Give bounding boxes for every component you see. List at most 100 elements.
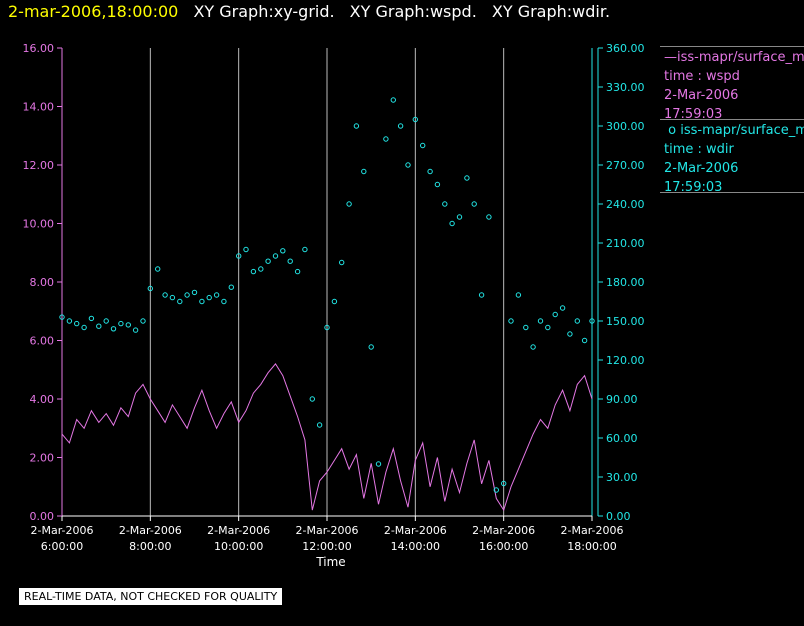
right-tick-label: 330.00 bbox=[606, 81, 645, 94]
wdir-point bbox=[361, 168, 367, 175]
wdir-point bbox=[589, 318, 595, 324]
series-wdir-scatter bbox=[59, 97, 595, 493]
x-tick-date-label: 2-Mar-2006 bbox=[119, 524, 182, 537]
x-axis-label: Time bbox=[315, 555, 345, 569]
legend-wspd-line4: 17:59:03 bbox=[664, 107, 723, 122]
wdir-point bbox=[405, 162, 411, 168]
wdir-point bbox=[155, 266, 161, 272]
wdir-point bbox=[147, 285, 154, 292]
legend-wdir-line4: 17:59:03 bbox=[664, 180, 723, 195]
x-tick-time-label: 6:00:00 bbox=[41, 540, 83, 553]
wdir-point bbox=[199, 298, 205, 305]
wdir-point bbox=[74, 320, 80, 327]
wdir-point bbox=[250, 268, 257, 275]
left-tick-label: 8.00 bbox=[30, 276, 55, 289]
wspd-line bbox=[61, 363, 593, 512]
wdir-point bbox=[236, 253, 242, 259]
legend-wspd-line1: —iss-mapr/surface_m bbox=[664, 50, 804, 65]
wdir-point bbox=[243, 246, 249, 253]
x-tick-time-label: 8:00:00 bbox=[129, 540, 171, 553]
wdir-point bbox=[309, 396, 315, 402]
legend-wspd-line2: time : wspd bbox=[664, 69, 740, 84]
header-graph-xy-grid: XY Graph:xy-grid. bbox=[193, 2, 335, 21]
wdir-point bbox=[412, 116, 418, 123]
legend-wdir-line2: time : wdir bbox=[664, 142, 734, 157]
wdir-point bbox=[287, 258, 293, 264]
wdir-point bbox=[316, 422, 323, 428]
wdir-point bbox=[383, 136, 389, 142]
wdir-point bbox=[177, 298, 183, 305]
wdir-point bbox=[331, 298, 338, 305]
wdir-point bbox=[567, 331, 573, 337]
left-tick-label: 6.00 bbox=[30, 335, 55, 348]
left-tick-label: 12.00 bbox=[23, 159, 55, 172]
legend-entry-wspd[interactable]: —iss-mapr/surface_m time : wspd 2-Mar-20… bbox=[664, 48, 804, 124]
wdir-point bbox=[221, 298, 227, 305]
wdir-point bbox=[228, 284, 235, 290]
right-tick-label: 240.00 bbox=[606, 198, 645, 211]
header-graph-wspd: XY Graph:wspd. bbox=[349, 2, 477, 21]
right-tick-label: 120.00 bbox=[606, 354, 645, 367]
wdir-point bbox=[169, 294, 176, 301]
wdir-point bbox=[110, 326, 117, 332]
wdir-point bbox=[471, 201, 477, 207]
wdir-point bbox=[346, 201, 352, 207]
x-tick-date-label: 2-Mar-2006 bbox=[296, 524, 359, 537]
wdir-point bbox=[103, 318, 109, 324]
wdir-point bbox=[530, 344, 536, 350]
wdir-point bbox=[272, 253, 279, 259]
right-tick-label: 300.00 bbox=[606, 120, 645, 133]
right-tick-label: 0.00 bbox=[606, 510, 631, 523]
right-tick-label: 30.00 bbox=[606, 471, 638, 484]
wdir-point bbox=[375, 461, 382, 467]
header-timestamp: 2-mar-2006,18:00:00 bbox=[8, 2, 179, 21]
wdir-point bbox=[523, 324, 529, 331]
wdir-point bbox=[206, 294, 212, 301]
left-tick-label: 16.00 bbox=[23, 42, 55, 55]
right-tick-label: 90.00 bbox=[606, 393, 638, 406]
wdir-point bbox=[118, 320, 124, 327]
grid-lines bbox=[61, 48, 593, 516]
right-tick-label: 60.00 bbox=[606, 432, 638, 445]
wdir-point bbox=[191, 289, 198, 296]
left-tick-label: 0.00 bbox=[30, 510, 55, 523]
wdir-point bbox=[324, 324, 330, 331]
x-tick-date-label: 2-Mar-2006 bbox=[472, 524, 535, 537]
quality-note: REAL-TIME DATA, NOT CHECKED FOR QUALITY bbox=[19, 588, 283, 605]
header-graph-wdir: XY Graph:wdir. bbox=[491, 2, 611, 21]
wdir-point bbox=[59, 314, 65, 320]
wdir-point bbox=[397, 123, 404, 129]
legend-entry-wdir[interactable]: o iss-mapr/surface_m time : wdir 2-Mar-2… bbox=[664, 121, 804, 197]
wdir-point bbox=[434, 181, 441, 188]
legend-separator bbox=[660, 192, 804, 193]
wdir-point bbox=[302, 246, 308, 253]
legend-wspd-line3: 2-Mar-2006 bbox=[664, 88, 739, 103]
wdir-point bbox=[559, 305, 566, 311]
wdir-point bbox=[486, 214, 492, 220]
wdir-point bbox=[125, 322, 132, 328]
legend-separator bbox=[660, 46, 804, 47]
legend-wdir-line1: o iss-mapr/surface_m bbox=[664, 123, 804, 138]
wdir-point bbox=[537, 318, 544, 324]
wdir-point bbox=[66, 318, 73, 324]
wdir-point bbox=[552, 311, 558, 318]
wdir-point bbox=[88, 315, 95, 322]
x-tick-time-label: 16:00:00 bbox=[479, 540, 528, 553]
wdir-point bbox=[265, 258, 271, 264]
wdir-point bbox=[294, 268, 301, 275]
x-tick-date-label: 2-Mar-2006 bbox=[384, 524, 447, 537]
wdir-point bbox=[493, 487, 499, 493]
legend-separator bbox=[660, 119, 804, 120]
left-tick-label: 2.00 bbox=[30, 452, 55, 465]
axes bbox=[57, 47, 603, 521]
wdir-point bbox=[574, 318, 580, 324]
wdir-point bbox=[213, 292, 220, 298]
wdir-point bbox=[508, 318, 514, 324]
x-tick-date-label: 2-Mar-2006 bbox=[561, 524, 624, 537]
x-tick-date-label: 2-Mar-2006 bbox=[31, 524, 94, 537]
wdir-point bbox=[442, 201, 448, 207]
wdir-point bbox=[81, 324, 87, 331]
wdir-point bbox=[280, 248, 286, 254]
wdir-point bbox=[456, 214, 463, 220]
